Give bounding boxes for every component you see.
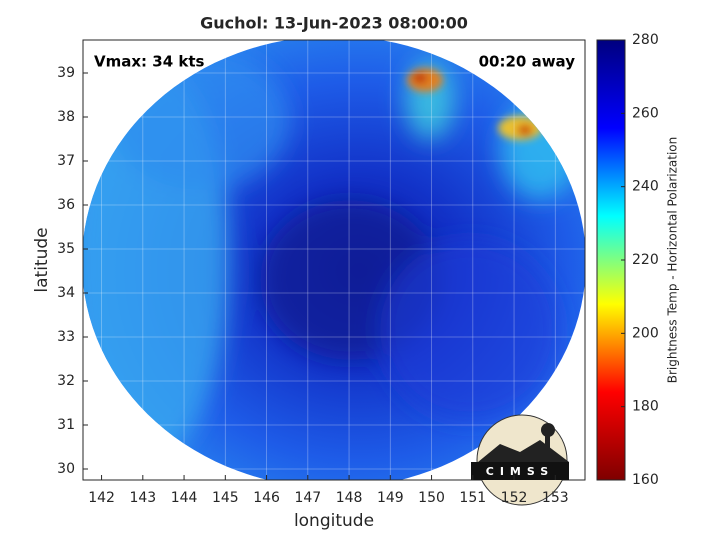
cold-spots: [407, 68, 542, 140]
y-tick-label: 33: [57, 329, 75, 345]
annotation: 00:20 away: [479, 53, 576, 71]
grid: [83, 40, 585, 480]
x-tick-label: 144: [171, 490, 198, 506]
axes-box: [82, 39, 586, 481]
colorbar-tick-label: 200: [632, 325, 659, 341]
y-tick-label: 37: [57, 153, 75, 169]
x-tick-label: 152: [501, 490, 528, 506]
y-tick-label: 34: [57, 285, 75, 301]
x-tick-label: 146: [253, 490, 280, 506]
colorbar-tick-label: 220: [632, 252, 659, 268]
x-tick-label: 143: [129, 490, 156, 506]
image-area: [83, 40, 585, 480]
x-tick-label: 151: [459, 490, 486, 506]
x-tick-label: 150: [418, 490, 445, 506]
y-tick-label: 36: [57, 197, 75, 213]
x-tick-label: 147: [294, 490, 321, 506]
chart-title: Guchol: 13-Jun-2023 08:00:00: [200, 14, 468, 33]
annotation: Vmax: 34 kts: [94, 53, 204, 71]
x-tick-label: 149: [377, 490, 404, 506]
y-tick-label: 30: [57, 461, 75, 477]
x-tick-label: 148: [336, 490, 363, 506]
x-tick-label: 153: [542, 490, 569, 506]
y-tick-label: 38: [57, 109, 75, 125]
y-tick-label: 31: [57, 417, 75, 433]
y-axis-label: latitude: [32, 227, 52, 292]
x-tick-label: 145: [212, 490, 239, 506]
texture: [83, 50, 580, 460]
colorbar-tick-label: 260: [632, 105, 659, 121]
colorbar-tick-label: 180: [632, 399, 659, 415]
colorbar-tick-label: 160: [632, 472, 659, 488]
colorbar-tick-label: 280: [632, 32, 659, 48]
logo: CIMSS: [471, 414, 569, 506]
colorbar-tick-label: 240: [632, 179, 659, 195]
x-tick-label: 142: [88, 490, 115, 506]
y-tick-label: 35: [57, 241, 75, 257]
colorbar: [596, 39, 626, 481]
y-tick-label: 32: [57, 373, 75, 389]
y-tick-label: 39: [57, 65, 75, 81]
x-axis-label: longitude: [294, 511, 374, 531]
logo-text: CIMSS: [486, 465, 554, 478]
colorbar-label: Brightness Temp - Horizontal Polarizatio…: [666, 137, 680, 384]
